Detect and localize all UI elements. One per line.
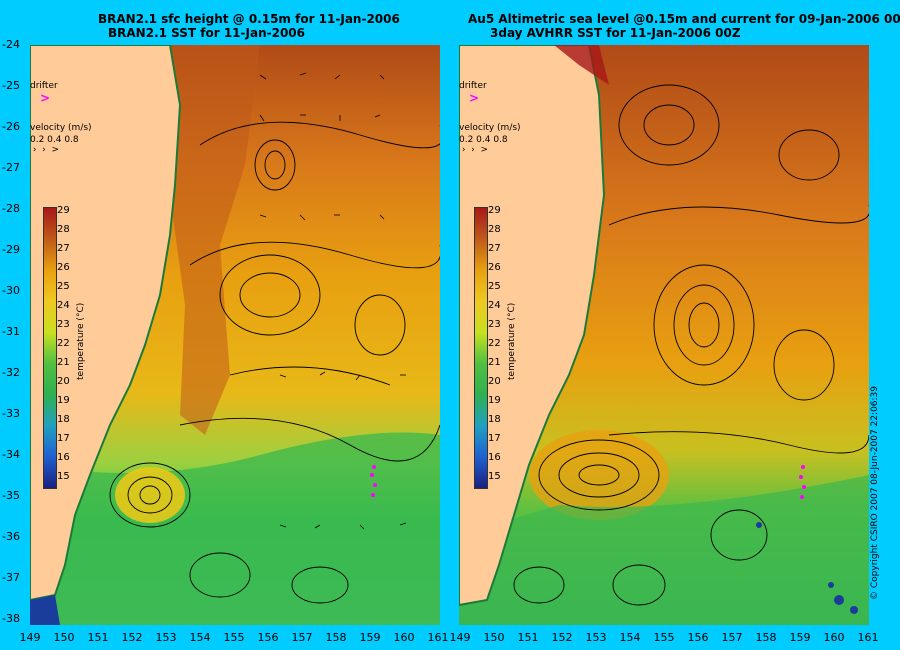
lat-tick: -26	[2, 120, 20, 133]
lon-tick: 161	[427, 631, 449, 644]
lon-tick: 158	[325, 631, 347, 644]
right-temperature-label: temperature (°C)	[507, 302, 517, 380]
lat-tick: -38	[2, 612, 20, 625]
right-map-panel	[459, 45, 869, 625]
lon-tick: 157	[291, 631, 313, 644]
lat-tick: -37	[2, 571, 20, 584]
cb-tick: 15	[57, 471, 70, 482]
copyright-notice: © Copyright CSIRO 2007 08-Jun-2007 22:06…	[870, 385, 880, 600]
lat-tick: -25	[2, 79, 20, 92]
velocity-label: velocity (m/s)	[459, 123, 521, 133]
cb-tick: 21	[57, 357, 70, 368]
cb-tick: 17	[57, 433, 70, 444]
lat-tick: -28	[2, 202, 20, 215]
velocity-scale: 0.2 0.4 0.8	[459, 135, 508, 145]
cb-tick: 20	[57, 376, 70, 387]
cb-tick: 15	[488, 471, 501, 482]
cb-tick: 26	[57, 262, 70, 273]
cb-tick: 22	[57, 338, 70, 349]
lat-tick: -29	[2, 243, 20, 256]
lon-tick: 156	[687, 631, 709, 644]
drifter-marker: >	[469, 91, 480, 105]
left-temperature-label: temperature (°C)	[76, 302, 86, 380]
cb-tick: 27	[488, 243, 501, 254]
lat-tick: -31	[2, 325, 20, 338]
right-colorbar	[474, 207, 488, 489]
lat-tick: -33	[2, 407, 20, 420]
lon-tick: 154	[619, 631, 641, 644]
lat-tick: -34	[2, 448, 20, 461]
cb-tick: 27	[57, 243, 70, 254]
left-map-panel	[30, 45, 440, 625]
cb-tick: 22	[488, 338, 501, 349]
lat-tick: -35	[2, 489, 20, 502]
left-colorbar	[43, 207, 57, 489]
cb-tick: 25	[488, 281, 501, 292]
cb-tick: 28	[488, 224, 501, 235]
velocity-scale: 0.2 0.4 0.8	[30, 135, 79, 145]
cb-tick: 26	[488, 262, 501, 273]
cb-tick: 29	[488, 205, 501, 216]
lon-tick: 158	[755, 631, 777, 644]
cb-tick: 18	[57, 414, 70, 425]
drifter-marker: >	[40, 91, 51, 105]
left-sst-map	[30, 45, 440, 625]
lon-tick: 160	[393, 631, 415, 644]
right-title-1: Au5 Altimetric sea level @0.15m and curr…	[468, 12, 900, 26]
lon-tick: 149	[19, 631, 41, 644]
cb-tick: 24	[488, 300, 501, 311]
left-title-2: BRAN2.1 SST for 11-Jan-2006	[108, 26, 305, 40]
cb-tick: 29	[57, 205, 70, 216]
cb-tick: 24	[57, 300, 70, 311]
lon-tick: 151	[517, 631, 539, 644]
lon-tick: 154	[189, 631, 211, 644]
lon-tick: 150	[483, 631, 505, 644]
cb-tick: 25	[57, 281, 70, 292]
right-title-2: 3day AVHRR SST for 11-Jan-2006 00Z	[490, 26, 741, 40]
lon-tick: 161	[857, 631, 879, 644]
drifter-label: drifter	[30, 81, 58, 91]
lon-tick: 152	[551, 631, 573, 644]
cb-tick: 16	[488, 452, 501, 463]
lon-tick: 151	[87, 631, 109, 644]
cb-tick: 23	[57, 319, 70, 330]
cb-tick: 28	[57, 224, 70, 235]
lat-tick: -32	[2, 366, 20, 379]
lon-tick: 159	[789, 631, 811, 644]
velocity-arrows: › › >	[30, 145, 60, 155]
cb-tick: 21	[488, 357, 501, 368]
lon-tick: 153	[585, 631, 607, 644]
lon-tick: 157	[721, 631, 743, 644]
lat-tick: -24	[2, 38, 20, 51]
lat-tick: -36	[2, 530, 20, 543]
lon-tick: 149	[449, 631, 471, 644]
cb-tick: 19	[488, 395, 501, 406]
velocity-arrows: › › >	[459, 145, 489, 155]
lon-tick: 156	[257, 631, 279, 644]
lon-tick: 159	[359, 631, 381, 644]
cb-tick: 17	[488, 433, 501, 444]
cb-tick: 19	[57, 395, 70, 406]
lon-tick: 160	[823, 631, 845, 644]
lon-tick: 155	[653, 631, 675, 644]
cb-tick: 23	[488, 319, 501, 330]
cb-tick: 18	[488, 414, 501, 425]
right-legend: drifter > velocity (m/s) 0.2 0.4 0.8 › ›…	[459, 45, 539, 495]
cb-tick: 20	[488, 376, 501, 387]
lon-tick: 153	[155, 631, 177, 644]
drifter-label: drifter	[459, 81, 487, 91]
left-title-1: BRAN2.1 sfc height @ 0.15m for 11-Jan-20…	[98, 12, 400, 26]
lon-tick: 155	[223, 631, 245, 644]
lon-tick: 150	[53, 631, 75, 644]
lon-tick: 152	[121, 631, 143, 644]
left-legend: drifter > velocity (m/s) 0.2 0.4 0.8 › ›…	[30, 45, 110, 495]
lat-tick: -30	[2, 284, 20, 297]
cb-tick: 16	[57, 452, 70, 463]
velocity-label: velocity (m/s)	[30, 123, 92, 133]
lat-tick: -27	[2, 161, 20, 174]
right-sst-map	[459, 45, 869, 625]
